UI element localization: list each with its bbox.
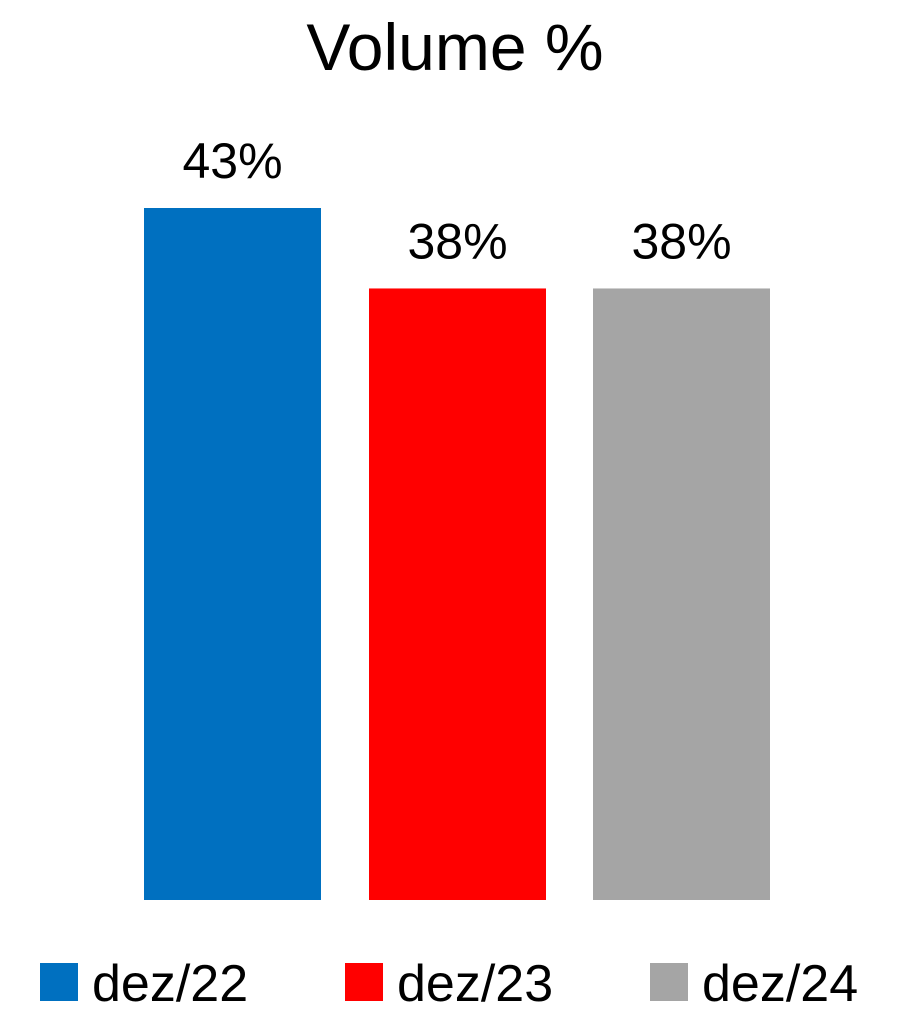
legend-label-dez-22: dez/22 bbox=[92, 955, 248, 1013]
legend-swatch-dez-23 bbox=[345, 963, 383, 1001]
data-label-dez-23: 38% bbox=[407, 213, 507, 269]
bar-dez-24 bbox=[593, 288, 770, 901]
legend: dez/22 dez/23 dez/24 bbox=[40, 955, 858, 1013]
data-label-dez-24: 38% bbox=[631, 213, 731, 269]
legend-label-dez-23: dez/23 bbox=[397, 955, 553, 1013]
legend-label-dez-24: dez/24 bbox=[702, 955, 858, 1013]
legend-swatch-dez-22 bbox=[40, 963, 78, 1001]
chart-title: Volume % bbox=[306, 10, 603, 84]
bars-group bbox=[144, 208, 770, 901]
data-label-dez-22: 43% bbox=[182, 133, 282, 189]
bar-dez-23 bbox=[369, 288, 546, 901]
legend-swatch-dez-24 bbox=[650, 963, 688, 1001]
data-labels-group: 43% 38% 38% bbox=[182, 133, 731, 269]
bar-dez-22 bbox=[144, 208, 321, 900]
